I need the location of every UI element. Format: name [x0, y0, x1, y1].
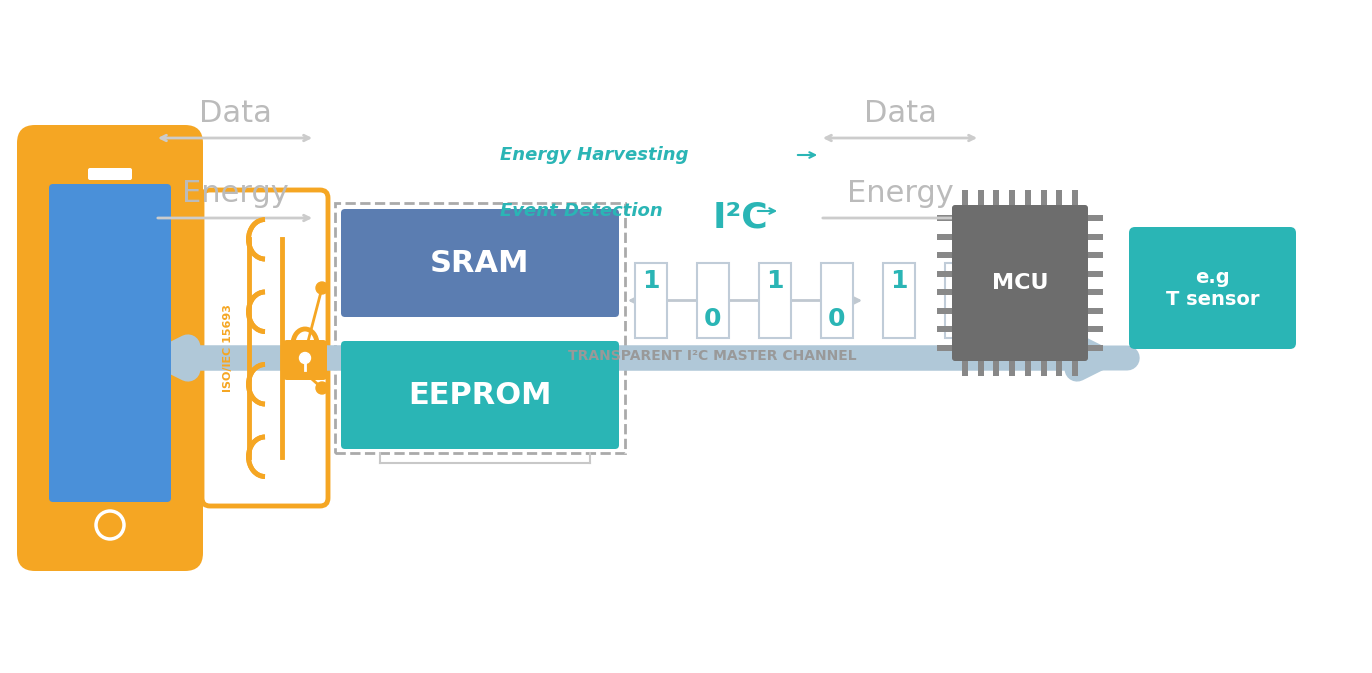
- FancyBboxPatch shape: [342, 341, 619, 449]
- Bar: [759, 263, 792, 338]
- Bar: [1085, 234, 1103, 240]
- Text: Energy: Energy: [181, 178, 288, 207]
- Bar: [937, 271, 955, 277]
- Bar: [1056, 358, 1062, 376]
- FancyBboxPatch shape: [202, 190, 328, 506]
- Bar: [962, 358, 969, 376]
- FancyBboxPatch shape: [283, 340, 327, 380]
- FancyBboxPatch shape: [16, 125, 203, 571]
- FancyBboxPatch shape: [952, 205, 1088, 361]
- Bar: [884, 263, 915, 338]
- FancyBboxPatch shape: [1129, 227, 1297, 349]
- Bar: [945, 263, 977, 338]
- Bar: [937, 345, 955, 351]
- Text: Event Detection: Event Detection: [499, 202, 663, 220]
- Bar: [1072, 358, 1078, 376]
- Bar: [1072, 190, 1078, 208]
- Bar: [1010, 190, 1015, 208]
- Text: Energy: Energy: [847, 178, 954, 207]
- Bar: [993, 358, 999, 376]
- Text: MCU: MCU: [992, 273, 1048, 293]
- Text: 1: 1: [766, 269, 783, 293]
- FancyBboxPatch shape: [342, 209, 619, 317]
- Bar: [937, 234, 955, 240]
- Circle shape: [316, 382, 328, 394]
- Text: 0: 0: [829, 307, 845, 331]
- Bar: [335, 203, 626, 453]
- Text: 1: 1: [890, 269, 908, 293]
- Text: 1: 1: [642, 269, 660, 293]
- Bar: [937, 252, 955, 258]
- Text: Energy Harvesting: Energy Harvesting: [499, 146, 689, 164]
- Bar: [1025, 190, 1030, 208]
- Bar: [1040, 358, 1047, 376]
- Text: SRAM: SRAM: [431, 248, 530, 277]
- Text: ISO/IEC 15693: ISO/IEC 15693: [224, 304, 233, 392]
- Bar: [1010, 358, 1015, 376]
- Bar: [1085, 345, 1103, 351]
- Text: EEPROM: EEPROM: [409, 380, 552, 409]
- Bar: [1040, 190, 1047, 208]
- Bar: [1085, 308, 1103, 314]
- Bar: [820, 263, 853, 338]
- Text: 0: 0: [952, 307, 970, 331]
- Circle shape: [316, 282, 328, 294]
- Text: e.g
T sensor: e.g T sensor: [1166, 267, 1259, 308]
- Bar: [1025, 358, 1030, 376]
- Text: I²C: I²C: [712, 201, 768, 235]
- Bar: [1085, 215, 1103, 221]
- Bar: [962, 190, 969, 208]
- Bar: [993, 190, 999, 208]
- Bar: [1085, 289, 1103, 295]
- Bar: [978, 190, 984, 208]
- Bar: [978, 358, 984, 376]
- Bar: [697, 263, 729, 338]
- Bar: [937, 326, 955, 332]
- FancyBboxPatch shape: [88, 168, 132, 180]
- Text: Data: Data: [863, 98, 937, 127]
- Bar: [1085, 326, 1103, 332]
- Bar: [1056, 190, 1062, 208]
- Bar: [1085, 252, 1103, 258]
- Bar: [937, 215, 955, 221]
- Circle shape: [299, 353, 310, 363]
- FancyBboxPatch shape: [49, 184, 172, 502]
- Bar: [1085, 271, 1103, 277]
- Text: 0: 0: [704, 307, 722, 331]
- Text: TRANSPARENT I²C MASTER CHANNEL: TRANSPARENT I²C MASTER CHANNEL: [568, 349, 856, 363]
- Bar: [635, 263, 667, 338]
- Bar: [937, 289, 955, 295]
- Bar: [937, 308, 955, 314]
- Text: Data: Data: [199, 98, 272, 127]
